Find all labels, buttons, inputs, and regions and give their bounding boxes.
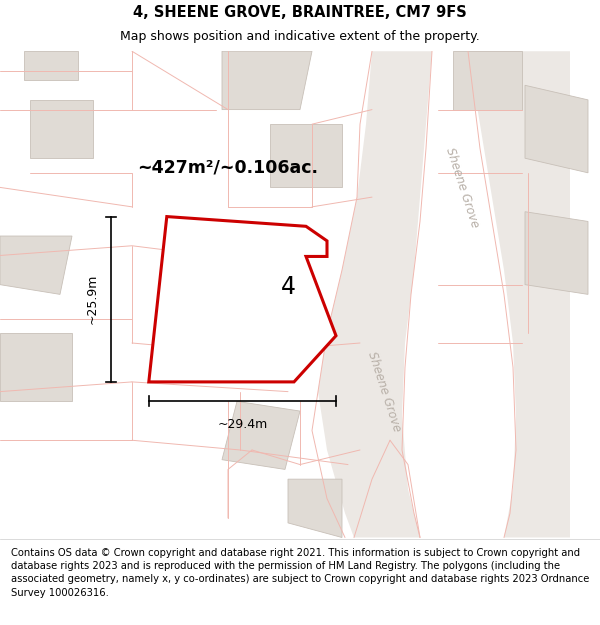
- Text: ~427m²/~0.106ac.: ~427m²/~0.106ac.: [137, 159, 319, 177]
- Polygon shape: [0, 333, 72, 401]
- Text: Contains OS data © Crown copyright and database right 2021. This information is : Contains OS data © Crown copyright and d…: [11, 548, 589, 598]
- Polygon shape: [525, 212, 588, 294]
- Text: Sheene Grove: Sheene Grove: [365, 350, 403, 433]
- Text: 4: 4: [281, 275, 296, 299]
- Text: Map shows position and indicative extent of the property.: Map shows position and indicative extent…: [120, 31, 480, 43]
- Polygon shape: [318, 51, 432, 538]
- Text: ~25.9m: ~25.9m: [85, 274, 98, 324]
- Polygon shape: [288, 479, 342, 538]
- Polygon shape: [24, 51, 78, 81]
- Polygon shape: [270, 124, 342, 188]
- Polygon shape: [453, 51, 522, 109]
- Polygon shape: [468, 51, 570, 538]
- Polygon shape: [0, 236, 72, 294]
- Polygon shape: [149, 217, 336, 382]
- Text: Sheene Grove: Sheene Grove: [443, 146, 481, 229]
- Text: ~29.4m: ~29.4m: [217, 418, 268, 431]
- Polygon shape: [30, 100, 93, 158]
- Polygon shape: [222, 51, 312, 109]
- Text: 4, SHEENE GROVE, BRAINTREE, CM7 9FS: 4, SHEENE GROVE, BRAINTREE, CM7 9FS: [133, 5, 467, 20]
- Polygon shape: [525, 85, 588, 172]
- Polygon shape: [222, 401, 300, 469]
